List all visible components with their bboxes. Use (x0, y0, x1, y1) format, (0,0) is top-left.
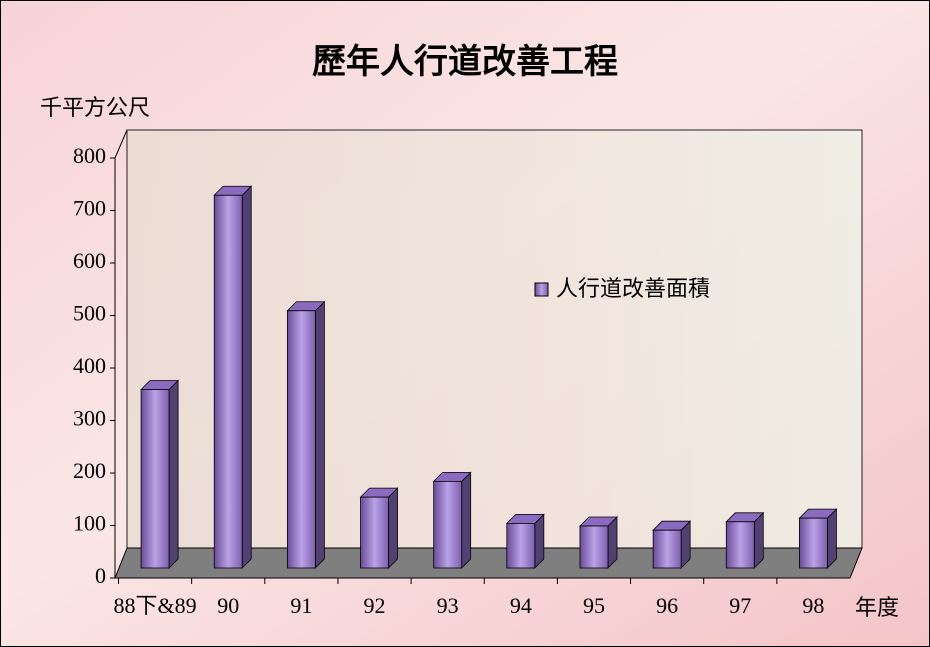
bar-side (461, 471, 472, 569)
bar (286, 310, 316, 569)
bar (725, 521, 755, 569)
y-tick-label: 200 (73, 458, 106, 483)
bar-side (753, 511, 764, 569)
x-tick-label: 92 (364, 593, 386, 618)
bar (579, 525, 609, 569)
bar-side (388, 487, 398, 569)
x-tick-label: 98 (802, 593, 824, 618)
x-tick-label: 93 (437, 593, 459, 618)
bar (652, 529, 682, 569)
bar (799, 517, 828, 569)
bar-side (241, 185, 252, 569)
chart-title: 歷年人行道改善工程 (312, 43, 618, 81)
x-tick-label: 97 (729, 593, 751, 618)
x-tick-label: 91 (290, 593, 312, 618)
y-tick-label: 600 (73, 248, 106, 273)
y-tick-label: 400 (73, 353, 106, 378)
y-axis-depth (114, 129, 128, 159)
legend-label: 人行道改善面積 (556, 276, 710, 301)
bar (213, 194, 243, 569)
bar-side (827, 508, 837, 569)
y-tick-label: 100 (73, 511, 106, 536)
x-tick-label: 88下&89 (114, 593, 197, 618)
x-tick-label: 96 (656, 593, 678, 618)
y-axis-title: 千平方公尺 (40, 95, 150, 120)
x-axis-title: 年度 (855, 595, 899, 620)
bar (360, 496, 389, 569)
x-tick-label: 95 (583, 593, 605, 618)
bar-side (314, 300, 325, 569)
y-tick-label: 500 (73, 301, 106, 326)
bar (140, 389, 170, 569)
legend-swatch (534, 282, 549, 297)
bar (506, 522, 536, 569)
bar-side (168, 379, 179, 569)
y-tick-label: 0 (95, 563, 106, 588)
x-tick-label: 94 (510, 593, 532, 618)
y-tick-label: 700 (73, 196, 106, 221)
y-tick-label: 800 (73, 143, 106, 168)
x-tick-label: 90 (217, 593, 239, 618)
bar (433, 480, 463, 569)
y-tick-label: 300 (73, 406, 106, 431)
